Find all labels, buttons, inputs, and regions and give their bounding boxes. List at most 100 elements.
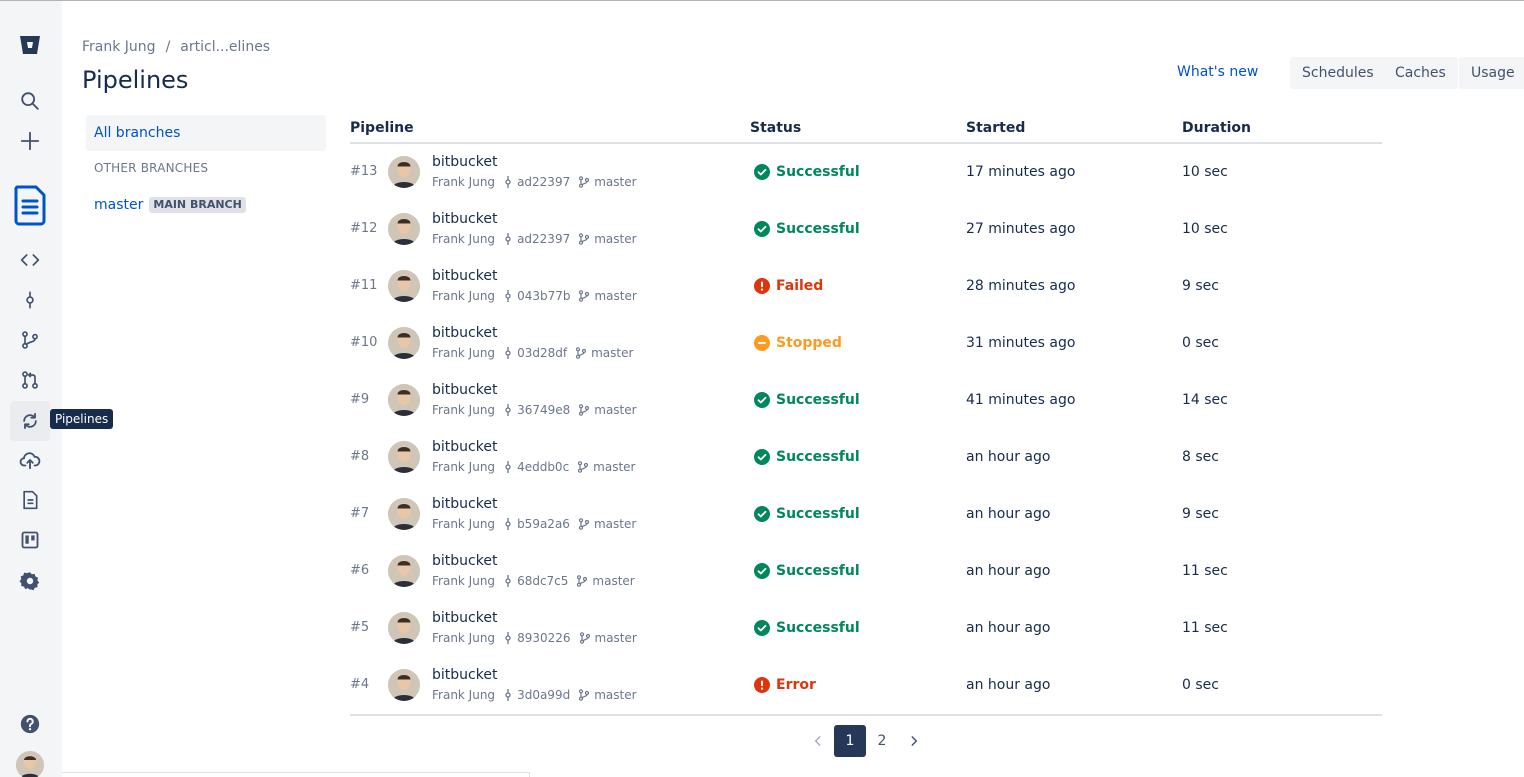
branch-filter-master[interactable]: master MAIN BRANCH: [94, 196, 246, 214]
pipeline-title[interactable]: bitbucket: [432, 667, 498, 683]
pipelines-tooltip: Pipelines: [50, 409, 114, 429]
author-name: Frank Jung: [432, 574, 496, 588]
table-row[interactable]: #5 bitbucket Frank Jung 8930226 master Succes…: [350, 600, 1382, 657]
branch-name[interactable]: master: [592, 574, 635, 588]
branch-name[interactable]: master: [594, 688, 637, 702]
branch-name[interactable]: master: [594, 175, 637, 189]
commit-icon: [503, 689, 513, 701]
pull-requests-icon[interactable]: [10, 360, 50, 400]
author-avatar: [388, 555, 420, 587]
pipeline-number[interactable]: #12: [350, 221, 378, 236]
pipeline-number[interactable]: #9: [350, 392, 370, 407]
pipeline-title[interactable]: bitbucket: [432, 382, 498, 398]
usage-button[interactable]: Usage: [1459, 57, 1524, 89]
table-row[interactable]: #13 bitbucket Frank Jung ad22397 master Succe…: [350, 144, 1382, 201]
repository-icon[interactable]: [10, 185, 50, 226]
status-label: Successful: [776, 620, 860, 636]
column-header-started: Started: [966, 120, 1026, 136]
branch-icon: [578, 404, 590, 416]
page-1-button[interactable]: 1: [834, 725, 866, 757]
user-avatar[interactable]: [16, 751, 44, 777]
commit-hash[interactable]: 3d0a99d: [517, 688, 571, 702]
pipeline-title[interactable]: bitbucket: [432, 553, 498, 569]
commits-icon[interactable]: [10, 280, 50, 320]
commit-hash[interactable]: ad22397: [517, 175, 571, 189]
bitbucket-logo-icon[interactable]: [10, 25, 50, 65]
branch-name[interactable]: master: [94, 197, 144, 213]
duration-value: 14 sec: [1182, 392, 1228, 408]
author-avatar: [388, 270, 420, 302]
status-label: Successful: [776, 221, 860, 237]
branch-name[interactable]: master: [594, 403, 637, 417]
source-icon[interactable]: [10, 240, 50, 280]
pipeline-number[interactable]: #13: [350, 164, 378, 179]
branch-name[interactable]: master: [594, 232, 637, 246]
breadcrumb-owner[interactable]: Frank Jung: [82, 39, 156, 55]
commit-hash[interactable]: 8930226: [517, 631, 571, 645]
author-name: Frank Jung: [432, 346, 496, 360]
pipeline-title[interactable]: bitbucket: [432, 496, 498, 512]
table-row[interactable]: #12 bitbucket Frank Jung ad22397 master Succe…: [350, 201, 1382, 258]
commit-hash[interactable]: b59a2a6: [517, 517, 570, 531]
table-row[interactable]: #7 bitbucket Frank Jung b59a2a6 master Succes…: [350, 486, 1382, 543]
pipeline-title[interactable]: bitbucket: [432, 610, 498, 626]
pipeline-title[interactable]: bitbucket: [432, 439, 498, 455]
status-label: Failed: [776, 278, 824, 294]
table-row[interactable]: #8 bitbucket Frank Jung 4eddb0c master Succes…: [350, 429, 1382, 486]
pipelines-icon[interactable]: [10, 401, 50, 441]
pipeline-number[interactable]: #8: [350, 449, 370, 464]
commit-hash[interactable]: 03d28df: [517, 346, 568, 360]
pipeline-number[interactable]: #5: [350, 620, 370, 635]
commit-hash[interactable]: 4eddb0c: [517, 460, 570, 474]
branch-icon: [578, 290, 590, 302]
status-badge: Stopped: [754, 335, 842, 351]
pipeline-number[interactable]: #4: [350, 677, 370, 692]
deployments-icon[interactable]: [10, 440, 50, 480]
pipeline-number[interactable]: #11: [350, 278, 378, 293]
table-row[interactable]: #9 bitbucket Frank Jung 36749e8 master Succes…: [350, 372, 1382, 429]
branch-name[interactable]: master: [591, 346, 634, 360]
pipeline-title[interactable]: bitbucket: [432, 268, 498, 284]
commit-hash[interactable]: 043b77b: [517, 289, 571, 303]
branch-icon: [579, 632, 591, 644]
table-row[interactable]: #10 bitbucket Frank Jung 03d28df master Stopp…: [350, 315, 1382, 372]
page-2-button[interactable]: 2: [877, 733, 887, 749]
branch-name[interactable]: master: [594, 631, 637, 645]
pipeline-title[interactable]: bitbucket: [432, 325, 498, 341]
table-body: #13 bitbucket Frank Jung ad22397 master Succe…: [350, 144, 1382, 714]
previous-page-icon[interactable]: [802, 725, 834, 757]
branches-icon[interactable]: [10, 320, 50, 360]
help-icon[interactable]: [10, 704, 50, 744]
pipeline-number[interactable]: #10: [350, 335, 378, 350]
next-page-icon[interactable]: [898, 725, 930, 757]
table-row[interactable]: #11 bitbucket Frank Jung 043b77b master Faile…: [350, 258, 1382, 315]
whats-new-link[interactable]: What's new: [1177, 64, 1259, 80]
schedules-button[interactable]: Schedules: [1290, 57, 1386, 89]
started-time: an hour ago: [966, 563, 1051, 579]
pipeline-number[interactable]: #7: [350, 506, 370, 521]
pipeline-title[interactable]: bitbucket: [432, 154, 498, 170]
commit-hash[interactable]: ad22397: [517, 232, 571, 246]
settings-icon[interactable]: [10, 561, 50, 601]
started-time: 41 minutes ago: [966, 392, 1076, 408]
branch-name[interactable]: master: [593, 460, 636, 474]
boards-icon[interactable]: [10, 520, 50, 560]
search-icon[interactable]: [10, 81, 50, 121]
pipeline-number[interactable]: #6: [350, 563, 370, 578]
branch-name[interactable]: master: [593, 517, 637, 531]
commit-hash[interactable]: 36749e8: [517, 403, 571, 417]
started-time: 28 minutes ago: [966, 278, 1076, 294]
create-icon[interactable]: [10, 121, 50, 161]
table-row[interactable]: #4 bitbucket Frank Jung 3d0a99d master Error a…: [350, 657, 1382, 714]
author-avatar: [388, 441, 420, 473]
branch-icon: [578, 233, 590, 245]
pipeline-title[interactable]: bitbucket: [432, 211, 498, 227]
caches-button[interactable]: Caches: [1383, 57, 1458, 89]
table-row[interactable]: #6 bitbucket Frank Jung 68dc7c5 master Succes…: [350, 543, 1382, 600]
branch-name[interactable]: master: [594, 289, 637, 303]
jira-issues-icon[interactable]: [10, 480, 50, 520]
all-branches-filter[interactable]: All branches: [86, 115, 326, 151]
breadcrumb-repo[interactable]: articl...elines: [180, 39, 271, 55]
commit-hash[interactable]: 68dc7c5: [517, 574, 569, 588]
top-border: [0, 0, 1524, 1]
